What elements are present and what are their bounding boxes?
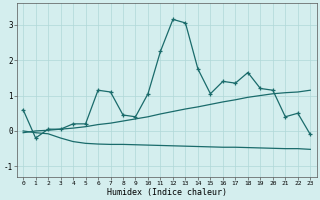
X-axis label: Humidex (Indice chaleur): Humidex (Indice chaleur) xyxy=(107,188,227,197)
